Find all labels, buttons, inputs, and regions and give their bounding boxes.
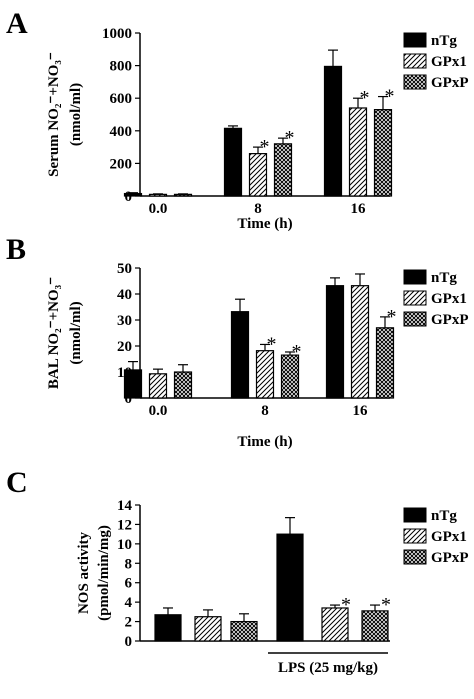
y-tick-label: 4 <box>125 595 133 611</box>
legend-swatch <box>403 507 427 523</box>
bar <box>173 193 193 197</box>
x-tick-label: 0.0 <box>149 403 168 419</box>
bar <box>148 193 168 197</box>
bar <box>276 533 304 642</box>
bar <box>248 153 268 197</box>
legend-swatch <box>403 311 427 327</box>
significance-star: * <box>260 136 270 158</box>
bar <box>361 610 389 642</box>
y-tick-label: 0 <box>125 634 133 650</box>
significance-star: * <box>387 306 397 328</box>
legend-label: GPxP <box>431 312 469 328</box>
y-tick-label: 20 <box>117 339 132 355</box>
y-tick-label: 8 <box>125 556 133 572</box>
bar <box>173 371 193 399</box>
y-axis-label: (nmol/ml) <box>68 83 84 146</box>
y-tick-label: 200 <box>110 156 133 172</box>
legend-label: GPxP <box>431 75 469 91</box>
bar <box>323 65 343 197</box>
y-tick-label: 50 <box>117 261 132 277</box>
bar <box>348 107 368 197</box>
y-tick-label: 10 <box>117 537 132 553</box>
y-tick-label: 40 <box>117 287 132 303</box>
legend-swatch <box>403 53 427 69</box>
significance-star: * <box>360 87 370 109</box>
legend-swatch <box>403 32 427 48</box>
legend-swatch <box>403 74 427 90</box>
x-axis-label: Time (h) <box>237 216 292 232</box>
bar <box>273 143 293 197</box>
bar <box>350 285 370 399</box>
legend-label: GPx1 <box>431 291 467 307</box>
y-tick-label: 12 <box>117 517 132 533</box>
legend-label: GPx1 <box>431 54 467 70</box>
bar <box>148 373 168 399</box>
chart-panel-c: 0 2 4 6 8 10 12 14 NOS activity (pmol/min/mg) * * LP… <box>76 498 469 676</box>
significance-star: * <box>385 86 395 108</box>
bar <box>154 614 182 642</box>
y-tick-label: 2 <box>125 615 133 631</box>
y-tick-label: 0 <box>125 189 133 205</box>
bar <box>123 369 143 399</box>
lps-group-label: LPS (25 mg/kg) <box>278 660 378 676</box>
chart-panel-a: 0 200 400 600 800 1000 Serum NO₂⁻+NO₃⁻ (nmol/ml… <box>46 26 469 232</box>
bar <box>255 350 275 399</box>
panel-label-c: C <box>6 466 28 499</box>
y-axis-label: BAL NO₂⁻+NO₃⁻ <box>46 277 62 389</box>
bar <box>230 311 250 399</box>
legend-swatch <box>403 269 427 285</box>
significance-star: * <box>341 594 351 616</box>
bar <box>123 192 143 197</box>
legend-swatch <box>403 528 427 544</box>
y-tick-label: 600 <box>110 91 133 107</box>
chart-panel-b: 01020304050BAL NO₂⁻+NO₃⁻(nmol/ml)0.0**8*… <box>46 261 469 450</box>
panel-label-b: B <box>6 233 26 266</box>
bar <box>375 327 395 399</box>
y-tick-label: 400 <box>110 124 133 140</box>
y-axis-label: (pmol/min/mg) <box>96 525 112 621</box>
y-axis-label: (nmol/ml) <box>68 301 84 364</box>
bar <box>321 607 349 642</box>
panel-label-a: A <box>6 7 28 40</box>
y-tick-label: 800 <box>110 59 133 75</box>
y-tick-label: 6 <box>125 576 133 592</box>
legend-swatch <box>403 290 427 306</box>
bar <box>373 109 393 197</box>
x-tick-label: 16 <box>351 201 367 217</box>
legend-label: GPx1 <box>431 529 467 545</box>
significance-star: * <box>292 341 302 363</box>
bar <box>223 127 243 197</box>
significance-star: * <box>267 333 277 355</box>
y-tick-label: 1000 <box>102 26 132 42</box>
legend-label: nTg <box>431 270 457 286</box>
x-axis-label: Time (h) <box>237 434 292 450</box>
significance-star: * <box>285 127 295 149</box>
legend-swatch <box>403 549 427 565</box>
significance-star: * <box>381 594 391 616</box>
bar <box>325 285 345 399</box>
bar <box>194 616 222 642</box>
bar <box>230 620 258 642</box>
y-axis-label: Serum NO₂⁻+NO₃⁻ <box>46 52 62 177</box>
y-tick-label: 0 <box>125 391 133 407</box>
y-axis-label: NOS activity <box>76 531 92 614</box>
legend-label: nTg <box>431 508 457 524</box>
y-tick-label: 30 <box>117 313 132 329</box>
y-tick-label: 14 <box>117 498 133 514</box>
x-tick-label: 16 <box>353 403 369 419</box>
x-tick-label: 8 <box>261 403 269 419</box>
x-tick-label: 0.0 <box>149 201 168 217</box>
legend-label: GPxP <box>431 550 469 566</box>
x-tick-label: 8 <box>254 201 262 217</box>
legend-label: nTg <box>431 33 457 49</box>
